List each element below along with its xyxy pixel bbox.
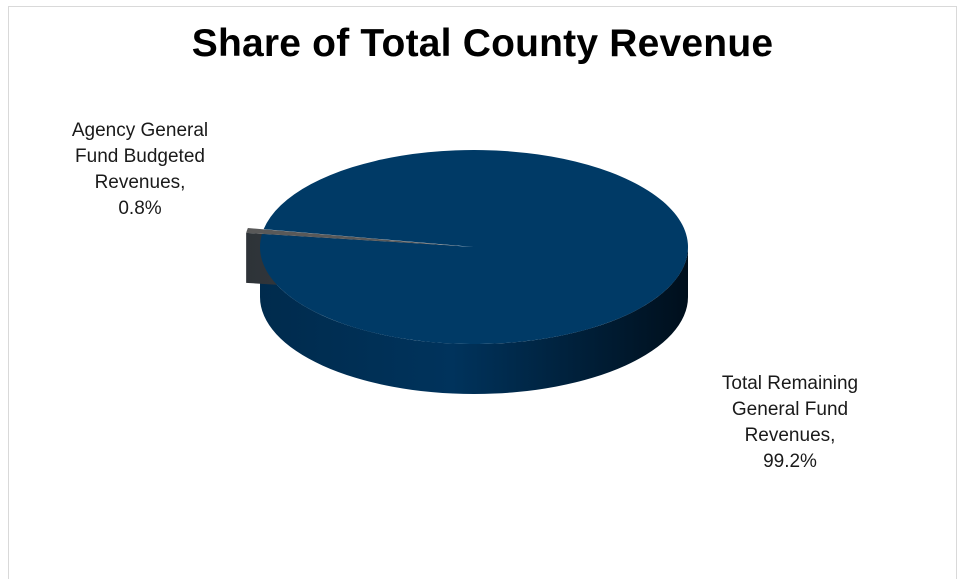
slice-label-line: Revenues,: [94, 172, 186, 193]
slice-label-line: Agency General: [71, 120, 209, 141]
slice-label-line: 99.2%: [763, 451, 817, 472]
slice-label-agency: Agency General Fund Budgeted Revenues, 0…: [40, 118, 240, 222]
slice-label-line: Total Remaining: [721, 373, 859, 394]
slice-label-line: 0.8%: [118, 198, 162, 219]
slice-label-line: Revenues,: [744, 425, 836, 446]
slice-side-total-remaining: [260, 247, 688, 394]
chart-title: Share of Total County Revenue: [191, 22, 774, 65]
slice-total-remaining: [260, 149, 688, 344]
slice-agency-general-fund: [246, 228, 459, 246]
slice-label-remaining: Total Remaining General Fund Revenues, 9…: [680, 371, 900, 475]
slice-label-line: Fund Budgeted: [75, 146, 205, 167]
slice-label-line: General Fund: [731, 399, 849, 420]
